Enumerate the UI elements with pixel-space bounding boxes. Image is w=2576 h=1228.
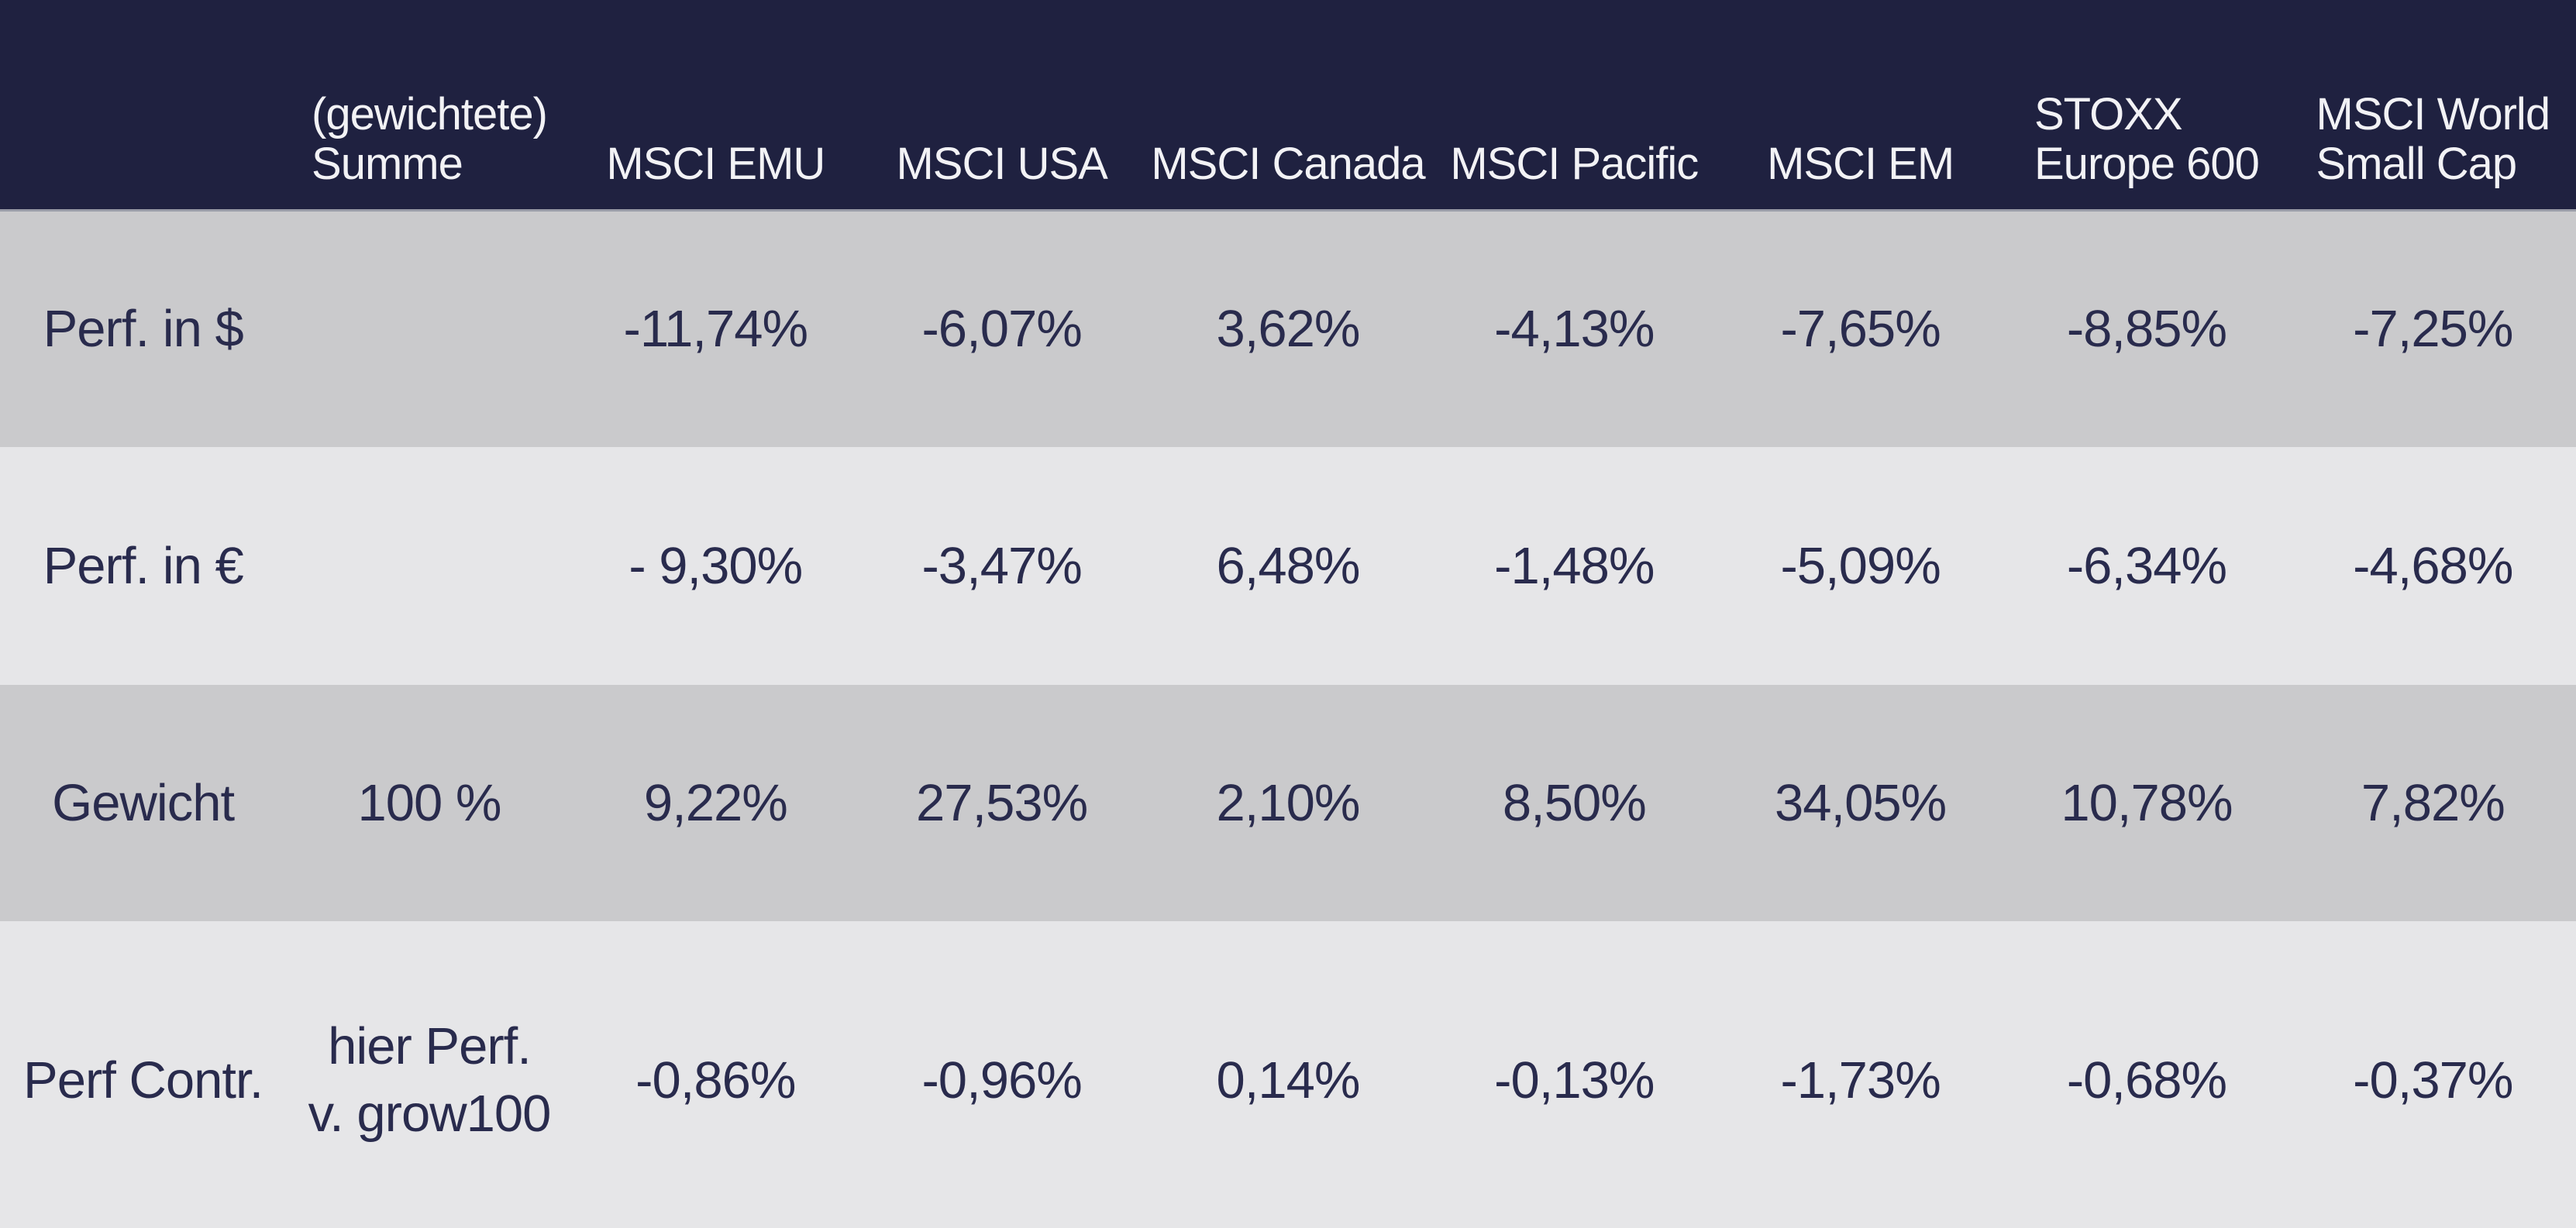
- cell-perf-usd-msci-world-small-cap: -7,25%: [2353, 300, 2513, 359]
- cell-perf-eur-msci-em: -5,09%: [1780, 536, 1941, 595]
- cell-perf-contr-weighted-sum: hier Perf. v. grow100: [308, 1017, 552, 1143]
- cell-gewicht-msci-canada: 2,10%: [1216, 773, 1360, 832]
- cell-perf-usd-msci-emu: -11,74%: [623, 300, 809, 359]
- row-label: Perf Contr.: [23, 1051, 263, 1109]
- cell-perf-eur-msci-usa: -3,47%: [921, 536, 1083, 595]
- cell-gewicht-msci-pacific: 8,50%: [1502, 773, 1647, 832]
- cell-perf-eur-weighted-sum: [286, 447, 572, 685]
- cell-perf-eur-msci-pacific: -1,48%: [1494, 536, 1655, 595]
- header-row: (gewichtete) Summe MSCI EMU MSCI USA MSC…: [0, 0, 2576, 212]
- cell-perf-contr-msci-pacific: -0,13%: [1494, 1051, 1655, 1109]
- header-msci-world-small-cap: MSCI World Small Cap: [2289, 0, 2576, 212]
- cell-gewicht-msci-em: 34,05%: [1775, 773, 1947, 832]
- header-msci-pacific: MSCI Pacific: [1431, 0, 1717, 212]
- header-msci-canada: MSCI Canada: [1145, 0, 1431, 212]
- row-perf-contr: Perf Contr. hier Perf. v. grow100 -0,86%…: [0, 920, 2576, 1228]
- row-label: Gewicht: [52, 773, 235, 832]
- cell-perf-usd-msci-em: -7,65%: [1780, 300, 1941, 359]
- cell-gewicht-msci-world-small-cap: 7,82%: [2361, 773, 2505, 832]
- cell-perf-contr-msci-world-small-cap: -0,37%: [2353, 1051, 2513, 1109]
- cell-perf-usd-msci-usa: -6,07%: [921, 300, 1083, 359]
- cell-perf-contr-msci-emu: -0,86%: [635, 1051, 796, 1109]
- row-gewicht: Gewicht 100 % 9,22% 27,53% 2,10% 8,50% 3…: [0, 684, 2576, 921]
- cell-gewicht-msci-emu: 9,22%: [643, 773, 788, 832]
- header-msci-usa: MSCI USA: [858, 0, 1145, 212]
- header-stoxx-europe-600: STOXX Europe 600: [2003, 0, 2290, 212]
- cell-perf-usd-msci-canada: 3,62%: [1216, 300, 1360, 359]
- cell-gewicht-msci-usa: 27,53%: [916, 773, 1088, 832]
- cell-perf-eur-msci-world-small-cap: -4,68%: [2353, 536, 2513, 595]
- cell-perf-usd-msci-pacific: -4,13%: [1494, 300, 1655, 359]
- cell-gewicht-weighted-sum: 100 %: [357, 773, 502, 832]
- cell-perf-contr-msci-usa: -0,96%: [921, 1051, 1083, 1109]
- cell-perf-eur-msci-canada: 6,48%: [1216, 536, 1360, 595]
- header-weighted-sum-label: (gewichtete) Summe: [312, 89, 548, 189]
- table-header: (gewichtete) Summe MSCI EMU MSCI USA MSC…: [0, 0, 2576, 212]
- cell-perf-usd-stoxx-europe-600: -8,85%: [2066, 300, 2227, 359]
- header-msci-em: MSCI EM: [1717, 0, 2004, 212]
- cell-perf-contr-stoxx-europe-600: -0,68%: [2066, 1051, 2227, 1109]
- row-label: Perf. in €: [43, 536, 244, 595]
- header-stoxx-europe-600-label: STOXX Europe 600: [2034, 89, 2260, 189]
- cell-gewicht-stoxx-europe-600: 10,78%: [2061, 773, 2233, 832]
- table-body: Perf. in $ -11,74% -6,07% 3,62% -4,13% -…: [0, 210, 2576, 1228]
- row-perf-eur: Perf. in € - 9,30% -3,47% 6,48% -1,48% -…: [0, 446, 2576, 685]
- cell-perf-contr-msci-canada: 0,14%: [1216, 1051, 1360, 1109]
- header-weighted-sum: (gewichtete) Summe: [286, 0, 573, 212]
- row-perf-usd: Perf. in $ -11,74% -6,07% 3,62% -4,13% -…: [0, 210, 2576, 447]
- row-label: Perf. in $: [43, 300, 244, 359]
- cell-perf-contr-msci-em: -1,73%: [1780, 1051, 1941, 1109]
- cell-perf-usd-weighted-sum: [286, 211, 572, 447]
- header-empty: [0, 0, 287, 212]
- header-msci-world-small-cap-label: MSCI World Small Cap: [2316, 89, 2551, 189]
- cell-perf-eur-msci-emu: - 9,30%: [629, 536, 803, 595]
- cell-perf-eur-stoxx-europe-600: -6,34%: [2066, 536, 2227, 595]
- header-msci-emu: MSCI EMU: [572, 0, 859, 212]
